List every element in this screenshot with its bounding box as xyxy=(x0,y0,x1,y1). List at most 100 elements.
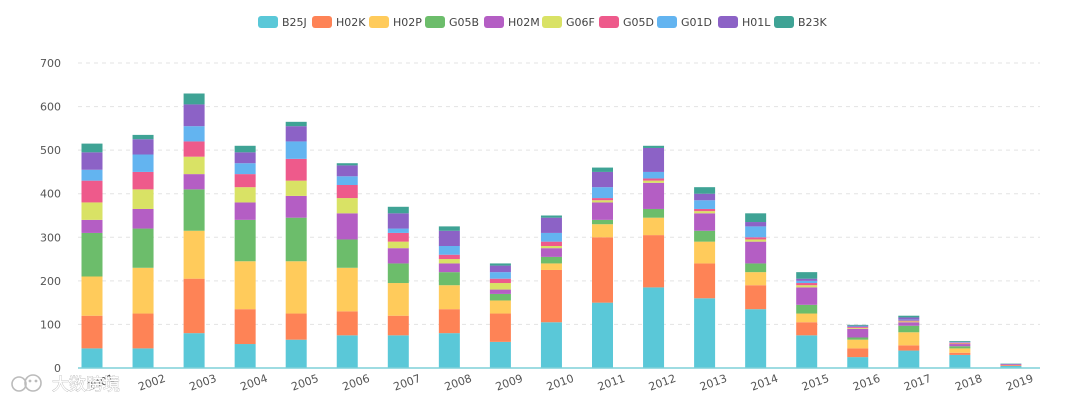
bar-segment-H02P-2018[interactable] xyxy=(949,348,971,353)
bar-segment-H01L-2014[interactable] xyxy=(745,222,767,227)
bar-segment-H01L-2016[interactable] xyxy=(847,325,869,327)
bar-stack-2011[interactable] xyxy=(592,167,613,368)
bar-segment-H02K-2008[interactable] xyxy=(438,309,460,334)
bar-segment-H01L-2015[interactable] xyxy=(796,278,818,281)
bar-segment-G01D-2003[interactable] xyxy=(183,126,205,142)
bar-segment-G05D-2016[interactable] xyxy=(847,327,869,328)
bar-stack-2015[interactable] xyxy=(796,272,818,368)
bar-segment-B23K-2010[interactable] xyxy=(540,215,562,218)
bar-segment-B25J-2017[interactable] xyxy=(898,350,920,368)
bar-segment-G05D-2012[interactable] xyxy=(643,178,665,181)
bar-stack-2014[interactable] xyxy=(745,213,767,368)
bar-segment-B25J-2009[interactable] xyxy=(489,341,511,368)
bar-segment-H02P-2015[interactable] xyxy=(796,313,818,323)
bar-segment-H02K-2011[interactable] xyxy=(592,237,613,303)
bar-segment-H02M-2019[interactable] xyxy=(1000,364,1022,365)
bar-segment-H02P-2008[interactable] xyxy=(438,285,460,310)
bar-segment-B25J-2002[interactable] xyxy=(132,348,154,368)
bar-stack-2017[interactable] xyxy=(898,315,920,368)
bar-segment-B25J-2018[interactable] xyxy=(949,354,971,368)
bar-segment-B25J-2019[interactable] xyxy=(1000,365,1022,368)
bar-segment-H02M-2014[interactable] xyxy=(745,241,767,264)
bar-stack-2019[interactable] xyxy=(1000,363,1022,368)
bar-segment-B23K-2014[interactable] xyxy=(745,213,767,223)
bar-segment-G05B-2013[interactable] xyxy=(694,230,716,242)
bar-stack-2010[interactable] xyxy=(540,215,562,369)
bar-segment-H01L-2009[interactable] xyxy=(489,265,511,273)
bar-segment-G06F-2013[interactable] xyxy=(694,211,716,214)
bar-segment-H02K-2013[interactable] xyxy=(694,263,716,299)
bar-stack-2013[interactable] xyxy=(694,187,716,368)
bar-segment-G05B-2003[interactable] xyxy=(183,189,205,231)
bar-segment-G05B-2017[interactable] xyxy=(898,325,920,333)
bar-segment-B25J-2001[interactable] xyxy=(81,348,103,368)
bar-segment-H01L-2005[interactable] xyxy=(285,126,307,142)
bar-segment-H02P-2013[interactable] xyxy=(694,241,716,264)
bar-segment-H02P-2006[interactable] xyxy=(336,267,358,312)
bar-segment-G05B-2018[interactable] xyxy=(949,346,971,349)
bar-segment-B25J-2003[interactable] xyxy=(183,333,205,368)
bar-segment-G01D-2005[interactable] xyxy=(285,141,307,159)
bar-segment-G06F-2006[interactable] xyxy=(336,198,358,214)
legend-item-H02K[interactable]: H02K xyxy=(312,16,366,29)
bar-segment-H02K-2018[interactable] xyxy=(949,352,971,355)
bar-segment-G01D-2012[interactable] xyxy=(643,171,665,179)
bar-segment-B23K-2011[interactable] xyxy=(592,167,613,172)
bar-segment-G05D-2002[interactable] xyxy=(132,171,154,190)
bar-segment-G05B-2002[interactable] xyxy=(132,228,154,268)
bar-segment-H02M-2007[interactable] xyxy=(387,248,409,264)
legend-item-H01L[interactable]: H01L xyxy=(718,16,771,29)
bar-segment-G01D-2008[interactable] xyxy=(438,246,460,255)
bar-segment-G05D-2006[interactable] xyxy=(336,185,358,199)
bar-stack-2008[interactable] xyxy=(438,226,460,368)
bar-segment-G01D-2001[interactable] xyxy=(81,169,103,181)
bar-segment-B23K-2009[interactable] xyxy=(489,263,511,266)
bar-segment-H02K-2014[interactable] xyxy=(745,285,767,310)
bar-stack-2016[interactable] xyxy=(847,324,869,368)
bar-segment-H02M-2004[interactable] xyxy=(234,202,256,220)
bar-segment-B23K-2007[interactable] xyxy=(387,206,409,214)
bar-segment-H02P-2005[interactable] xyxy=(285,261,307,314)
bar-segment-B23K-2015[interactable] xyxy=(796,272,818,279)
bar-segment-G06F-2008[interactable] xyxy=(438,259,460,264)
bar-segment-B23K-2017[interactable] xyxy=(898,315,920,318)
bar-segment-G01D-2004[interactable] xyxy=(234,163,256,175)
bar-segment-H01L-2007[interactable] xyxy=(387,213,409,229)
bar-stack-2001[interactable] xyxy=(81,143,103,368)
bar-segment-H02M-2011[interactable] xyxy=(592,202,613,220)
bar-segment-H01L-2011[interactable] xyxy=(592,171,613,188)
bar-segment-H01L-2002[interactable] xyxy=(132,139,154,155)
bar-segment-G05D-2018[interactable] xyxy=(949,342,971,344)
legend-item-B25J[interactable]: B25J xyxy=(258,16,307,29)
bar-stack-2009[interactable] xyxy=(489,263,511,368)
bar-segment-B23K-2016[interactable] xyxy=(847,324,869,326)
bar-stack-2006[interactable] xyxy=(336,163,358,368)
bar-segment-H02P-2017[interactable] xyxy=(898,332,920,346)
bar-stack-2012[interactable] xyxy=(643,145,665,368)
legend-item-H02M[interactable]: H02M xyxy=(484,16,540,29)
bar-segment-G06F-2012[interactable] xyxy=(643,180,665,183)
bar-segment-G06F-2003[interactable] xyxy=(183,156,205,175)
bar-segment-G05B-2008[interactable] xyxy=(438,272,460,286)
bar-segment-B23K-2012[interactable] xyxy=(643,145,665,148)
bar-segment-H01L-2006[interactable] xyxy=(336,165,358,177)
bar-segment-H02M-2016[interactable] xyxy=(847,328,869,338)
bar-segment-B23K-2006[interactable] xyxy=(336,163,358,166)
bar-segment-H02M-2009[interactable] xyxy=(489,289,511,294)
bar-segment-H02P-2012[interactable] xyxy=(643,217,665,236)
bar-segment-G01D-2007[interactable] xyxy=(387,228,409,233)
bar-segment-G05D-2008[interactable] xyxy=(438,254,460,260)
bar-segment-G05B-2011[interactable] xyxy=(592,219,613,225)
bar-stack-2004[interactable] xyxy=(234,145,256,368)
bar-segment-B25J-2008[interactable] xyxy=(438,333,460,368)
bar-segment-G06F-2010[interactable] xyxy=(540,246,562,249)
bar-segment-G01D-2009[interactable] xyxy=(489,272,511,279)
bar-segment-H02K-2005[interactable] xyxy=(285,313,307,340)
bar-segment-G05D-2011[interactable] xyxy=(592,198,613,201)
bar-segment-H02K-2015[interactable] xyxy=(796,322,818,336)
bar-segment-G05B-2005[interactable] xyxy=(285,217,307,262)
bar-segment-B23K-2005[interactable] xyxy=(285,121,307,127)
bar-segment-B23K-2002[interactable] xyxy=(132,134,154,140)
bar-stack-2002[interactable] xyxy=(132,134,154,368)
bar-segment-H02P-2009[interactable] xyxy=(489,300,511,314)
